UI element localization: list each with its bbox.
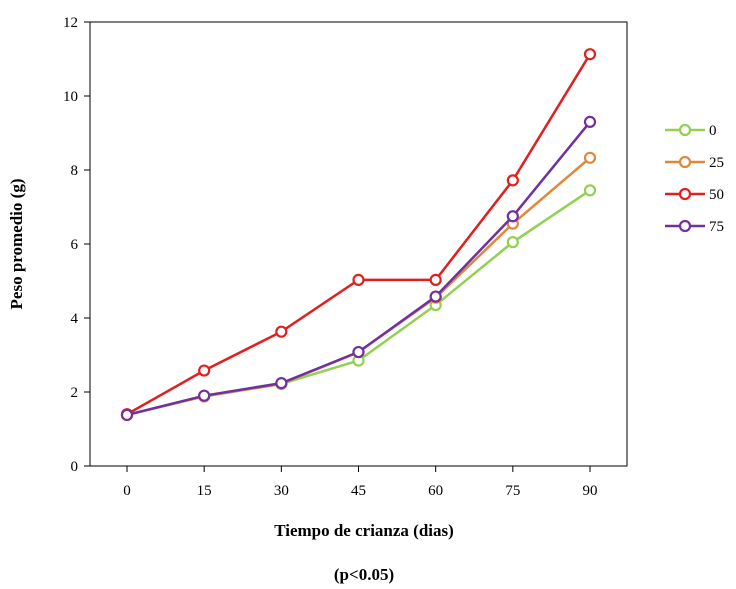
data-point bbox=[506, 236, 519, 249]
data-point bbox=[506, 210, 519, 223]
legend-marker bbox=[678, 187, 692, 201]
x-tick-label: 0 bbox=[123, 483, 131, 499]
legend-entry-50: 50 bbox=[665, 187, 724, 203]
y-axis-title: Peso promedio (g) bbox=[7, 179, 26, 310]
x-tick-label: 45 bbox=[351, 483, 366, 499]
data-point bbox=[198, 389, 211, 402]
y-tick-label: 6 bbox=[71, 237, 79, 253]
y-tick-label: 4 bbox=[71, 311, 79, 327]
data-point bbox=[352, 345, 365, 359]
y-tick-label: 0 bbox=[71, 459, 79, 475]
legend-entry-75: 75 bbox=[665, 219, 724, 235]
series-75 bbox=[120, 115, 597, 422]
data-point bbox=[583, 151, 597, 164]
data-point bbox=[583, 184, 597, 197]
data-point bbox=[583, 115, 597, 129]
data-point bbox=[120, 408, 134, 422]
series-25 bbox=[120, 151, 597, 422]
data-point bbox=[429, 290, 442, 303]
legend-entry-0: 0 bbox=[665, 123, 717, 139]
plot-frame bbox=[89, 21, 628, 467]
series-0 bbox=[120, 184, 597, 422]
data-point bbox=[198, 364, 211, 377]
legend-marker bbox=[678, 219, 692, 233]
legend-marker bbox=[678, 155, 692, 169]
series-line-0 bbox=[126, 189, 591, 417]
x-axis-title: Tiempo de crianza (dias) bbox=[274, 521, 454, 540]
legend-label: 0 bbox=[709, 123, 717, 139]
series-layer bbox=[120, 48, 597, 422]
y-tick-label: 12 bbox=[63, 15, 78, 31]
x-tick-label: 60 bbox=[428, 483, 443, 499]
data-point bbox=[275, 377, 288, 390]
x-tick-label: 75 bbox=[505, 483, 520, 499]
y-tick-label: 8 bbox=[71, 163, 79, 179]
legend-label: 50 bbox=[709, 187, 724, 203]
axes: 0 2 4 6 8 10 12 0 15 30 45 60 75 90 bbox=[63, 15, 628, 499]
x-tick-label: 90 bbox=[583, 483, 598, 499]
x-tick-label: 15 bbox=[197, 483, 212, 499]
data-point bbox=[275, 325, 288, 338]
legend-label: 75 bbox=[709, 219, 724, 235]
data-point bbox=[583, 48, 597, 61]
y-tick-label: 2 bbox=[71, 385, 79, 401]
data-point bbox=[506, 174, 519, 187]
data-point bbox=[429, 273, 442, 286]
y-tick-label: 10 bbox=[63, 89, 78, 105]
legend-entry-25: 25 bbox=[665, 155, 724, 171]
legend-marker bbox=[678, 123, 692, 137]
legend: 0 25 50 75 bbox=[665, 123, 724, 235]
series-line-25 bbox=[126, 156, 591, 417]
legend-label: 25 bbox=[709, 155, 724, 171]
data-point bbox=[352, 273, 365, 286]
x-tick-label: 30 bbox=[274, 483, 289, 499]
significance-footnote: (p<0.05) bbox=[334, 565, 394, 584]
